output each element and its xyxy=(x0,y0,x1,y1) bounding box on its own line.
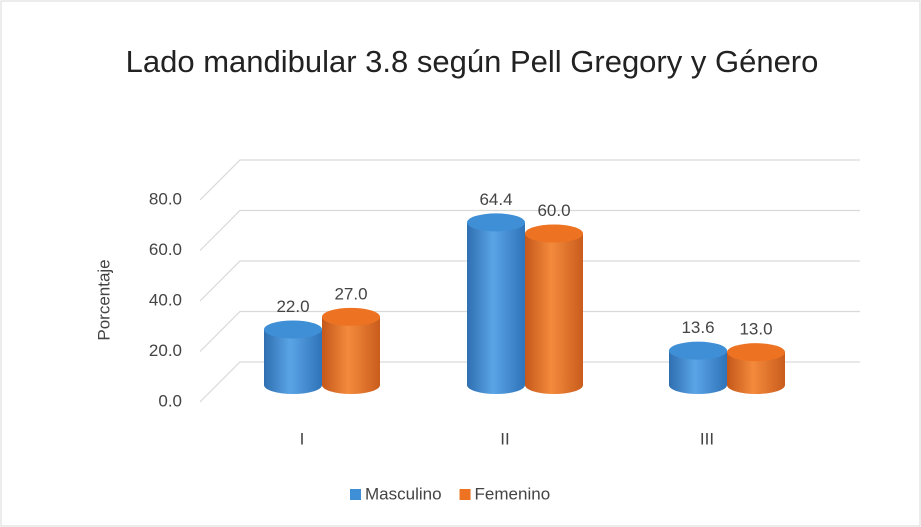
bar-body xyxy=(467,222,525,394)
bar-cap xyxy=(467,213,525,232)
bar-cap xyxy=(264,320,322,339)
bar-body xyxy=(669,350,727,394)
bar xyxy=(264,320,322,394)
legend-label: Masculino xyxy=(365,484,442,503)
data-label: 22.0 xyxy=(276,297,309,316)
grid-line xyxy=(199,159,860,201)
bar-cap xyxy=(669,341,727,360)
grid-line xyxy=(199,361,860,403)
y-tick-label: 0.0 xyxy=(158,391,182,410)
bar-cap xyxy=(525,224,583,243)
chart-title: Lado mandibular 3.8 según Pell Gregory y… xyxy=(125,44,819,79)
data-label: 60.0 xyxy=(537,201,570,220)
bar-body xyxy=(264,329,322,394)
y-axis-label: Porcentaje xyxy=(94,259,113,340)
legend-swatch xyxy=(459,489,471,500)
grid-line xyxy=(199,260,860,302)
legend-swatch xyxy=(350,489,361,500)
x-tick-label: III xyxy=(700,429,714,448)
bar-cap xyxy=(727,343,785,362)
grid-line xyxy=(199,209,860,251)
bar-cap xyxy=(322,307,380,326)
data-label: 27.0 xyxy=(334,284,367,303)
legend-label: Femenino xyxy=(475,484,551,503)
y-tick-label: 40.0 xyxy=(149,290,182,309)
bar xyxy=(525,224,583,394)
y-tick-label: 80.0 xyxy=(149,189,182,208)
data-label: 64.4 xyxy=(479,190,512,209)
grid-line xyxy=(199,310,860,352)
data-label: 13.0 xyxy=(739,320,772,339)
bar-body xyxy=(525,233,583,394)
bar xyxy=(467,213,525,394)
x-tick-label: I xyxy=(300,429,305,448)
bar xyxy=(322,307,380,394)
data-label: 13.6 xyxy=(681,318,714,337)
bar-body xyxy=(727,352,785,394)
bar-body xyxy=(322,316,380,394)
bar xyxy=(727,343,785,394)
y-tick-label: 60.0 xyxy=(149,240,182,259)
bar xyxy=(669,341,727,394)
x-tick-label: II xyxy=(500,429,509,448)
y-tick-label: 20.0 xyxy=(149,341,182,360)
